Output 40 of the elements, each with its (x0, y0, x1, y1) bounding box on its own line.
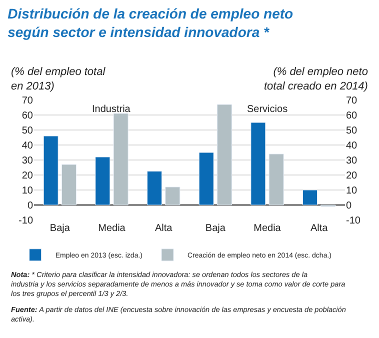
y-tick-label: 0 (27, 200, 34, 212)
bar (302, 190, 318, 206)
bar (61, 164, 76, 206)
annotation: Industria (92, 104, 131, 115)
x-tick-label: Baja (50, 223, 70, 234)
bar (268, 154, 284, 206)
y-tick-label: 70 (22, 96, 34, 106)
bar (165, 186, 180, 206)
bar (147, 171, 162, 206)
bar (95, 156, 110, 206)
bar (198, 152, 214, 206)
y-tick-label: 30 (22, 156, 34, 166)
x-tick-label: Media (98, 223, 126, 234)
bar (113, 113, 128, 206)
y-tick-label: -10 (18, 216, 34, 226)
y2-tick-label: 50 (346, 126, 358, 136)
y2-tick-label: 40 (346, 140, 358, 152)
y2-tick-label: -10 (346, 216, 361, 226)
y2-tick-label: 60 (346, 110, 358, 122)
x-tick-label: Media (254, 223, 282, 234)
chart-title: Distribución de la creación de empleo neto según sector e intensidad innovadora * (8, 6, 294, 40)
y2-tick-label: 20 (346, 170, 358, 182)
y2-tick-label: 10 (346, 186, 358, 196)
x-tick-label: Alta (154, 223, 173, 234)
y-tick-label: 40 (22, 140, 34, 152)
y-tick-label: 50 (22, 126, 34, 136)
y-tick-label: 60 (22, 110, 34, 122)
bar (216, 104, 232, 206)
annotation: Servicios (247, 104, 288, 115)
x-tick-label: Baja (205, 223, 226, 234)
y-axis-title: (% del empleo total en 2013) (11, 66, 106, 92)
y2-tick-label: 30 (346, 156, 358, 166)
y2-tick-label: 0 (346, 200, 352, 212)
y-tick-label: 10 (22, 186, 34, 196)
bar (43, 136, 58, 206)
y2-tick-label: 70 (346, 96, 358, 106)
x-tick-label: Alta (310, 223, 328, 234)
y2-axis-title: (% del empleo neto total creado en 2014) (264, 66, 368, 92)
y-tick-label: 20 (22, 170, 34, 182)
bar (250, 122, 266, 206)
